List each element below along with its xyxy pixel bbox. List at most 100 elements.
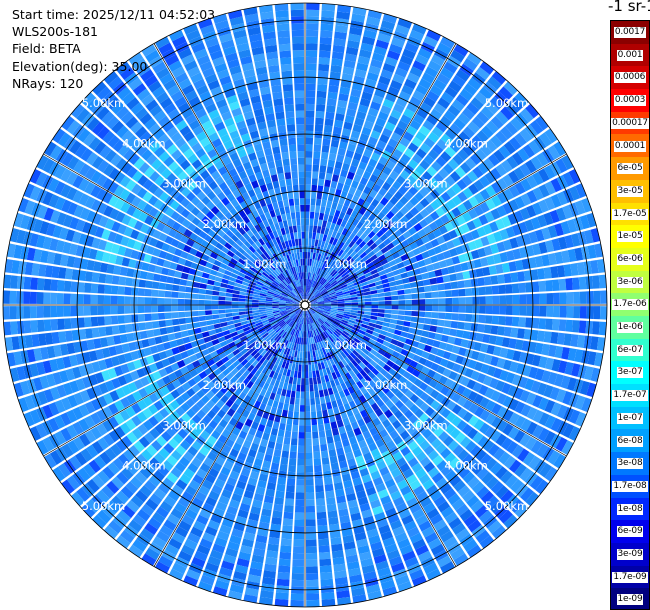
range-gate <box>220 282 228 289</box>
range-gate <box>473 205 484 217</box>
range-gate <box>326 285 333 291</box>
range-gate <box>418 125 431 137</box>
range-gate <box>384 191 394 201</box>
range-gate <box>346 281 354 286</box>
range-gate <box>526 175 538 189</box>
range-gate <box>302 344 305 352</box>
range-gate <box>340 169 348 178</box>
range-gate <box>398 336 407 343</box>
ray <box>310 290 607 305</box>
ray <box>305 6 367 300</box>
range-gate <box>348 240 356 248</box>
range-gate <box>510 272 519 283</box>
range-gate <box>386 242 395 251</box>
range-gate <box>451 404 462 415</box>
range-gate <box>456 384 466 395</box>
range-gate <box>231 308 239 313</box>
range-gate <box>436 73 451 86</box>
range-gate <box>50 305 58 318</box>
range-gate <box>449 141 461 153</box>
range-gate <box>326 98 337 107</box>
range-gate <box>490 480 504 495</box>
range-gate <box>226 288 234 294</box>
range-gate <box>356 344 365 351</box>
range-gate <box>211 300 219 305</box>
range-gate <box>371 308 379 313</box>
range-gate <box>305 499 315 507</box>
range-gate <box>430 346 439 355</box>
range-gate <box>404 315 412 322</box>
range-gate <box>308 294 313 301</box>
range-gate <box>347 143 357 152</box>
range-gate <box>308 238 312 246</box>
range-gate <box>343 293 351 297</box>
range-gate <box>480 453 493 466</box>
range-gate <box>360 338 369 345</box>
range-gate <box>425 396 435 406</box>
range-gate <box>320 278 326 285</box>
range-gate <box>355 286 363 292</box>
range-gate <box>360 323 369 329</box>
range-gate <box>423 96 436 108</box>
range-gate <box>402 370 412 380</box>
range-gate <box>357 310 365 315</box>
range-gate <box>323 311 330 315</box>
range-gate <box>344 221 352 230</box>
range-gate <box>362 335 371 342</box>
range-gate <box>492 346 502 357</box>
range-gate <box>3 290 11 304</box>
range-gate <box>455 355 465 365</box>
range-gate <box>368 338 377 345</box>
range-gate <box>581 197 592 213</box>
range-gate <box>63 293 71 305</box>
range-gate <box>498 451 511 465</box>
range-gate <box>569 185 581 201</box>
range-gate <box>435 393 446 403</box>
range-gate <box>218 300 226 305</box>
range-gate <box>390 290 398 296</box>
range-gate <box>218 305 226 310</box>
range-gate <box>211 305 219 310</box>
range-gate <box>348 286 356 291</box>
range-gate <box>495 218 505 230</box>
range-gate <box>376 337 385 345</box>
range-gate <box>450 281 459 290</box>
range-gate <box>306 292 309 300</box>
range-gate <box>316 297 324 301</box>
range-gate <box>291 431 298 439</box>
range-gate <box>311 191 317 199</box>
range-gate <box>543 331 552 343</box>
range-gate <box>447 265 456 274</box>
range-gate <box>520 404 532 417</box>
range-gate <box>476 467 489 480</box>
range-gate <box>458 305 466 313</box>
range-gate <box>579 291 587 304</box>
range-gate <box>375 117 387 128</box>
range-gate <box>36 292 44 304</box>
range-gate <box>225 309 233 314</box>
range-gate <box>404 389 414 399</box>
range-gate <box>514 181 526 195</box>
range-gate <box>292 424 299 432</box>
range-gate <box>525 392 537 406</box>
range-gate <box>436 365 446 375</box>
range-gate <box>543 384 554 398</box>
range-gate <box>322 138 331 147</box>
range-gate <box>358 161 368 171</box>
range-gate <box>310 305 318 307</box>
range-gate <box>83 305 91 316</box>
range-gate <box>386 332 394 339</box>
range-gate <box>320 450 329 459</box>
range-gate <box>198 294 206 300</box>
range-gate <box>351 307 359 311</box>
range-gate <box>476 372 487 384</box>
range-gate <box>292 552 305 560</box>
range-gate <box>324 321 331 327</box>
range-gate <box>492 305 500 315</box>
range-gate <box>354 321 362 327</box>
range-gate <box>306 292 310 300</box>
range-gate <box>352 218 360 227</box>
range-gate <box>336 217 343 226</box>
range-gate <box>490 275 499 285</box>
range-gate <box>599 306 607 320</box>
